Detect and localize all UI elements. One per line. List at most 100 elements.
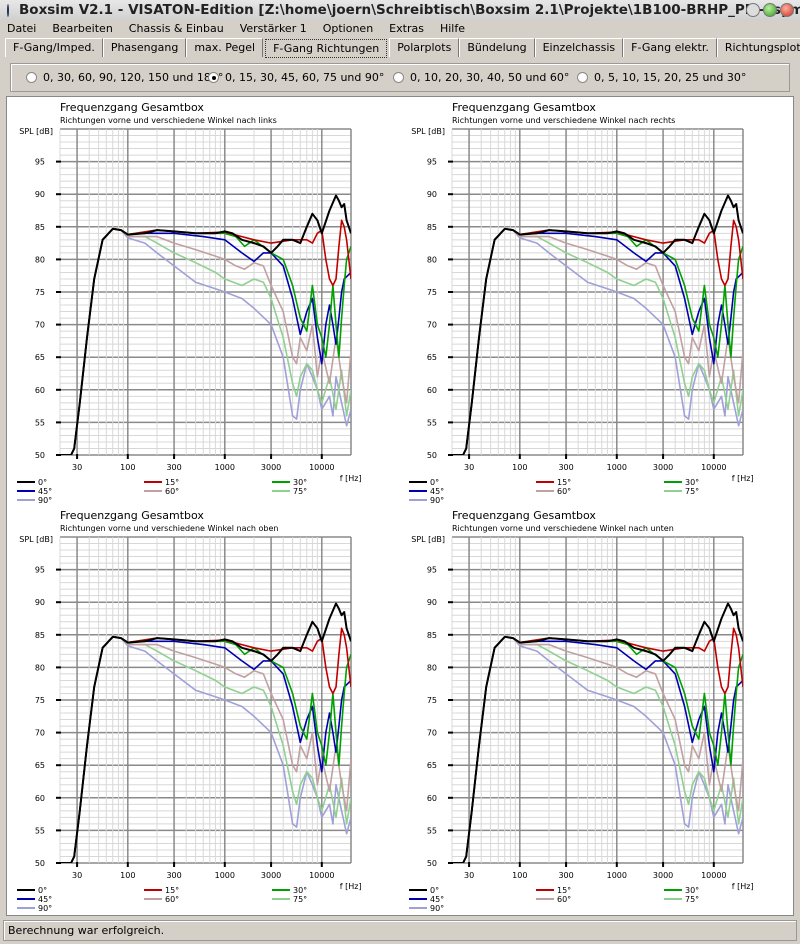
radio-button[interactable] — [577, 72, 588, 83]
y-tick-label: 65 — [427, 761, 437, 770]
radio-button[interactable] — [393, 72, 404, 83]
y-tick-label: 60 — [427, 386, 437, 395]
radio-label: 0, 5, 10, 15, 20, 25 und 30° — [594, 71, 747, 84]
chart-title: Frequenzgang Gesamtbox — [452, 509, 596, 522]
y-tick-label: 95 — [35, 158, 45, 167]
menu-extras[interactable]: Extras — [389, 22, 424, 35]
radio-button-selected[interactable] — [208, 72, 219, 83]
chart-title: Frequenzgang Gesamtbox — [60, 509, 204, 522]
y-tick-label: 80 — [427, 255, 437, 264]
chart-subtitle: Richtungen vorne und verschiedene Winkel… — [60, 116, 277, 125]
chart-panel: Frequenzgang Gesamtbox Richtungen vorne u… — [6, 96, 794, 916]
legend-label: 75° — [685, 487, 699, 496]
angle-option-0-30[interactable]: 0, 5, 10, 15, 20, 25 und 30° — [577, 71, 746, 84]
x-tick-label: 100 — [512, 463, 527, 472]
x-tick-label: 30 — [72, 463, 82, 472]
legend-label: 45° — [38, 487, 52, 496]
series-line-30deg — [452, 228, 743, 455]
maximize-button[interactable] — [763, 3, 777, 17]
legend-label: 0° — [430, 886, 439, 895]
legend-label: 75° — [685, 895, 699, 904]
radio-label: 0, 30, 60, 90, 120, 150 und 180° — [43, 71, 224, 84]
y-tick-label: 50 — [35, 859, 45, 868]
x-tick-label: 300 — [166, 463, 181, 472]
menu-datei[interactable]: Datei — [7, 22, 37, 35]
angle-option-0-90[interactable]: 0, 15, 30, 45, 60, 75 und 90° — [208, 71, 384, 84]
x-tick-label: 300 — [558, 463, 573, 472]
legend-label: 15° — [165, 886, 179, 895]
legend-label: 45° — [430, 487, 444, 496]
series-line-0deg — [60, 194, 351, 455]
series-line-75deg — [452, 636, 743, 863]
y-tick-label: 80 — [35, 255, 45, 264]
angle-option-group: 0, 30, 60, 90, 120, 150 und 180° 0, 15, … — [10, 63, 790, 92]
chart-title: Frequenzgang Gesamtbox — [60, 101, 204, 114]
y-tick-label: 90 — [427, 190, 437, 199]
x-tick-label: 300 — [166, 871, 181, 880]
legend-label: 15° — [557, 478, 571, 487]
x-tick-label: 100 — [512, 871, 527, 880]
y-tick-label: 95 — [427, 158, 437, 167]
menu-optionen[interactable]: Optionen — [322, 22, 374, 35]
angle-option-0-180[interactable]: 0, 30, 60, 90, 120, 150 und 180° — [26, 71, 223, 84]
x-tick-label: 30 — [464, 871, 474, 880]
tab-polarplots[interactable]: Polarplots — [389, 38, 460, 57]
y-tick-label: 90 — [35, 190, 45, 199]
chart-subtitle: Richtungen vorne und verschiedene Winkel… — [60, 524, 279, 533]
series-line-75deg — [452, 228, 743, 455]
series-line-45deg — [452, 228, 743, 455]
x-tick-label: 1000 — [607, 871, 627, 880]
y-tick-label: 85 — [427, 223, 437, 232]
tab-phasengang[interactable]: Phasengang — [102, 38, 187, 57]
title-bar: Boxsim V2.1 - VISATON-Edition [Z:\home\j… — [0, 0, 800, 20]
radio-button[interactable] — [26, 72, 37, 83]
menu-chassis[interactable]: Chassis & Einbau — [128, 22, 224, 35]
legend-label: 0° — [38, 478, 47, 487]
x-tick-label: 1000 — [607, 463, 627, 472]
tab-einzelchassis[interactable]: Einzelchassis — [534, 38, 624, 57]
series-line-30deg — [60, 636, 351, 863]
y-tick-label: 85 — [35, 631, 45, 640]
x-tick-label: 10000 — [309, 463, 334, 472]
y-tick-label: 60 — [35, 386, 45, 395]
status-bar: Berechnung war erfolgreich. — [3, 920, 797, 941]
menu-hilfe[interactable]: Hilfe — [439, 22, 465, 35]
legend-label: 0° — [38, 886, 47, 895]
tab-fgang-imped[interactable]: F-Gang/Imped. — [5, 38, 103, 57]
legend-label: 90° — [38, 904, 52, 913]
x-tick-label: 1000 — [215, 463, 235, 472]
series-line-30deg — [452, 636, 743, 863]
y-axis-label: SPL [dB] — [411, 127, 445, 136]
y-tick-label: 50 — [427, 859, 437, 868]
y-tick-label: 85 — [35, 223, 45, 232]
close-button[interactable] — [780, 3, 794, 17]
y-tick-label: 65 — [35, 761, 45, 770]
series-line-90deg — [60, 636, 351, 863]
tab-buendelung[interactable]: Bündelung — [459, 38, 535, 57]
y-tick-label: 60 — [427, 794, 437, 803]
y-tick-label: 55 — [35, 826, 45, 835]
y-tick-label: 95 — [35, 566, 45, 575]
legend-label: 45° — [38, 895, 52, 904]
x-axis-label: f [Hz] — [732, 882, 754, 891]
tab-fgang-elektr[interactable]: F-Gang elektr. — [623, 38, 717, 57]
series-line-45deg — [60, 636, 351, 863]
legend-label: 60° — [557, 487, 571, 496]
series-line-60deg — [452, 228, 743, 455]
legend-label: 30° — [685, 478, 699, 487]
y-tick-label: 55 — [427, 826, 437, 835]
tab-max-pegel[interactable]: max. Pegel — [186, 38, 264, 57]
series-line-45deg — [60, 228, 351, 455]
y-tick-label: 80 — [427, 663, 437, 672]
menu-bearbeiten[interactable]: Bearbeiten — [52, 22, 113, 35]
series-line-75deg — [60, 636, 351, 863]
menu-verstaerker[interactable]: Verstärker 1 — [239, 22, 307, 35]
x-tick-label: 100 — [120, 463, 135, 472]
x-tick-label: 10000 — [701, 463, 726, 472]
series-line-60deg — [60, 228, 351, 455]
y-tick-label: 50 — [35, 451, 45, 460]
angle-option-0-60[interactable]: 0, 10, 20, 30, 40, 50 und 60° — [393, 71, 569, 84]
minimize-button[interactable] — [746, 3, 760, 17]
tab-richtungsplots[interactable]: Richtungsplots — [716, 38, 800, 57]
tab-fgang-richtungen[interactable]: F-Gang Richtungen — [265, 39, 388, 58]
